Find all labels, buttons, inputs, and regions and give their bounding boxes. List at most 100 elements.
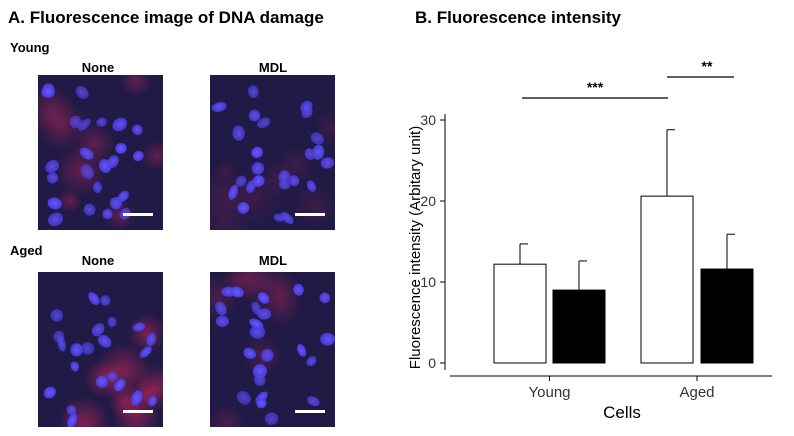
nucleus bbox=[115, 143, 127, 154]
nucleus bbox=[66, 405, 77, 416]
y-tick-label: 0 bbox=[428, 355, 436, 371]
damage-glow bbox=[141, 140, 163, 171]
micrograph-aged-none bbox=[38, 272, 163, 427]
nucleus bbox=[81, 342, 95, 355]
nucleus bbox=[113, 378, 126, 392]
col-label-young-mdl: MDL bbox=[258, 60, 288, 75]
bar bbox=[640, 195, 694, 364]
nucleus bbox=[95, 375, 109, 388]
nucleus bbox=[139, 346, 152, 358]
nucleus bbox=[43, 386, 56, 399]
scale-bar bbox=[123, 213, 153, 216]
micrograph-aged-mdl bbox=[210, 272, 335, 427]
x-tick-label: Young bbox=[529, 384, 571, 401]
nucleus bbox=[230, 286, 244, 298]
nucleus bbox=[132, 322, 146, 332]
nucleus bbox=[256, 117, 271, 129]
damage-glow bbox=[119, 75, 152, 97]
significance-label: ** bbox=[702, 58, 713, 74]
nucleus bbox=[247, 85, 259, 98]
nucleus bbox=[248, 109, 261, 122]
damage-glow bbox=[57, 188, 83, 214]
nucleus bbox=[251, 162, 265, 175]
nucleus bbox=[78, 118, 91, 131]
nucleus bbox=[132, 150, 144, 162]
y-tick-label: 20 bbox=[420, 193, 436, 209]
nucleus bbox=[252, 175, 265, 187]
nucleus bbox=[307, 396, 320, 407]
significance-label: *** bbox=[587, 79, 604, 95]
nucleus bbox=[96, 117, 107, 127]
y-tick-label: 30 bbox=[420, 112, 436, 128]
nucleus bbox=[107, 316, 117, 328]
nucleus bbox=[243, 347, 257, 359]
row-label-young: Young bbox=[10, 40, 50, 55]
nucleus bbox=[102, 208, 113, 220]
nucleus bbox=[306, 180, 317, 192]
nucleus bbox=[237, 202, 250, 214]
nucleus bbox=[320, 332, 335, 346]
scale-bar bbox=[295, 410, 325, 413]
nucleus bbox=[132, 124, 143, 136]
nucleus bbox=[47, 197, 63, 210]
nucleus bbox=[254, 374, 266, 387]
nucleus bbox=[288, 175, 300, 187]
nucleus bbox=[70, 343, 83, 357]
panel-b-title: B. Fluorescence intensity bbox=[415, 8, 621, 27]
col-label-aged-mdl: MDL bbox=[258, 253, 288, 268]
nucleus bbox=[92, 181, 103, 194]
nucleus bbox=[75, 85, 89, 99]
nucleus bbox=[107, 155, 119, 169]
micrograph-young-none bbox=[38, 75, 163, 230]
nucleus bbox=[91, 323, 105, 337]
col-label-aged-none: None bbox=[81, 253, 115, 268]
nucleus bbox=[293, 283, 304, 296]
nucleus bbox=[252, 364, 268, 379]
nucleus bbox=[235, 175, 247, 187]
nucleus bbox=[280, 211, 294, 225]
nucleus bbox=[232, 125, 245, 141]
nucleus bbox=[80, 164, 94, 180]
nucleus bbox=[79, 147, 94, 160]
nucleus bbox=[67, 413, 78, 427]
nucleus bbox=[215, 301, 227, 316]
nucleus bbox=[148, 395, 157, 407]
nucleus bbox=[117, 190, 129, 203]
nucleus bbox=[97, 334, 112, 348]
nucleus bbox=[88, 291, 100, 306]
scale-bar bbox=[295, 213, 325, 216]
nucleus bbox=[46, 172, 59, 184]
row-label-aged: Aged bbox=[10, 243, 43, 258]
nucleus bbox=[69, 115, 82, 129]
y-axis-label: Fluorescence intensity (Arbitary unit) bbox=[407, 126, 424, 369]
panel-a-title: A. Fluorescence image of DNA damage bbox=[8, 8, 324, 27]
nucleus bbox=[278, 179, 291, 190]
nucleus bbox=[320, 157, 335, 169]
damage-glow bbox=[38, 101, 87, 151]
nucleus bbox=[296, 343, 307, 357]
x-tick-label: Aged bbox=[679, 384, 714, 401]
bar bbox=[700, 268, 754, 364]
nucleus bbox=[107, 371, 118, 382]
nucleus bbox=[251, 146, 263, 159]
nucleus bbox=[131, 390, 143, 406]
nucleus bbox=[249, 318, 264, 330]
scale-bar bbox=[123, 410, 153, 413]
damage-glow bbox=[112, 392, 160, 427]
nucleus bbox=[257, 292, 270, 304]
nucleus bbox=[319, 292, 331, 304]
nucleus bbox=[306, 356, 317, 367]
nucleus bbox=[261, 348, 274, 362]
nucleus bbox=[112, 117, 128, 132]
bar bbox=[493, 263, 547, 364]
bar bbox=[552, 289, 606, 364]
col-label-young-none: None bbox=[81, 60, 115, 75]
x-axis-label: Cells bbox=[603, 403, 641, 422]
nucleus bbox=[228, 184, 239, 200]
nucleus bbox=[41, 86, 55, 99]
nucleus bbox=[100, 295, 111, 306]
nucleus bbox=[211, 101, 227, 112]
nucleus bbox=[45, 159, 60, 174]
nucleus bbox=[57, 335, 66, 352]
